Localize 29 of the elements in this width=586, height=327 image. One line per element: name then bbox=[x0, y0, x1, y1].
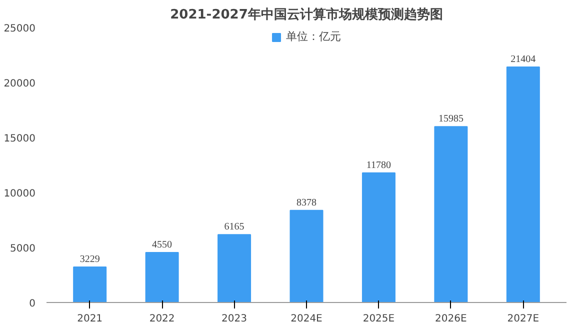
bar bbox=[506, 66, 540, 302]
data-label: 21404 bbox=[510, 54, 536, 66]
data-label: 3229 bbox=[80, 254, 100, 265]
bar bbox=[362, 172, 396, 302]
x-tick-label: 2026E bbox=[435, 314, 467, 324]
bar bbox=[145, 252, 179, 302]
x-tick-label: 2021 bbox=[77, 314, 103, 324]
y-tick-label: 20000 bbox=[4, 78, 36, 90]
bar bbox=[290, 210, 324, 302]
legend-label: 单位：亿元 bbox=[286, 29, 341, 44]
x-tick-label: 2027E bbox=[507, 314, 540, 324]
x-tick-label: 2023 bbox=[222, 314, 248, 324]
x-tick-label: 2024E bbox=[290, 314, 322, 324]
y-tick-label: 25000 bbox=[4, 24, 36, 34]
y-tick-label: 5000 bbox=[10, 244, 36, 254]
bar bbox=[434, 126, 468, 302]
x-tick-label: 2025E bbox=[362, 314, 395, 324]
y-tick-label: 10000 bbox=[4, 188, 36, 200]
data-label: 6165 bbox=[224, 222, 244, 233]
data-label: 15985 bbox=[438, 114, 464, 125]
chart-title: 2021-2027年中国云计算市场规模预测趋势图 bbox=[170, 6, 443, 22]
data-label: 8378 bbox=[296, 197, 316, 208]
data-label: 4550 bbox=[152, 239, 172, 250]
data-label: 11780 bbox=[366, 160, 392, 171]
y-tick-label: 15000 bbox=[4, 134, 36, 144]
bar bbox=[73, 266, 107, 302]
bar bbox=[218, 234, 252, 302]
y-tick-label: 0 bbox=[29, 298, 36, 310]
x-tick-label: 2022 bbox=[149, 314, 175, 324]
